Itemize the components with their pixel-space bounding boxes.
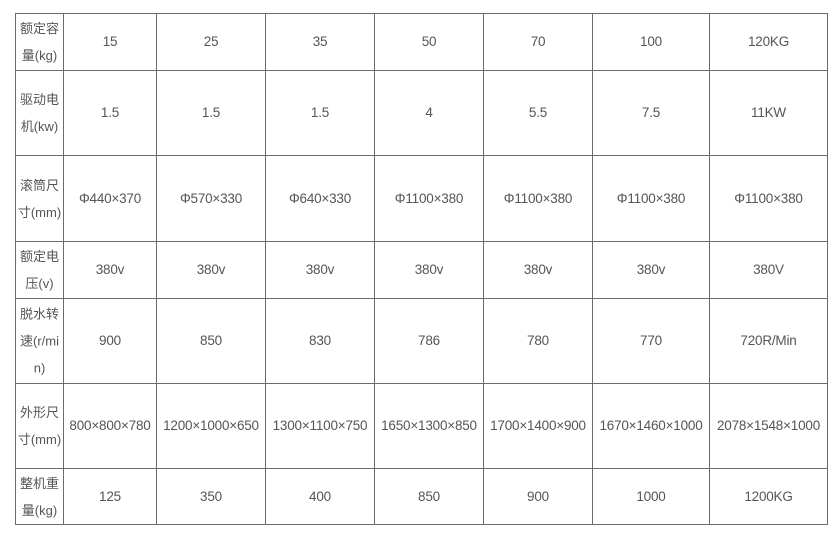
table-cell: 35 bbox=[265, 13, 375, 71]
table-cell: Φ1100×380 bbox=[483, 155, 593, 242]
table-cell: 380v bbox=[265, 241, 375, 299]
row-header-cell: 额定电压(v) bbox=[15, 241, 64, 299]
table-cell: 5.5 bbox=[483, 70, 593, 156]
table-cell: 1.5 bbox=[63, 70, 157, 156]
row-header-cell: 整机重量(kg) bbox=[15, 468, 64, 525]
table-row: 滚筒尺寸(mm) Φ440×370 Φ570×330 Φ640×330 Φ1100×38… bbox=[15, 155, 828, 242]
row-header: 额定电压(v) bbox=[19, 249, 59, 291]
table-row: 整机重量(kg) 125 350 400 850 900 1000 1200KG bbox=[15, 468, 828, 525]
table-cell: 380v bbox=[156, 241, 266, 299]
table-cell: 4 bbox=[374, 70, 484, 156]
spec-table: 额定容量(kg) 15 25 35 50 70 100 120KG 驱动电机(kw) 1.5 1.5… bbox=[15, 13, 828, 525]
table-row: 驱动电机(kw) 1.5 1.5 1.5 4 5.5 7.5 11KW bbox=[15, 70, 828, 156]
table-cell: 1650×1300×850 bbox=[374, 383, 484, 469]
table-cell: 770 bbox=[592, 298, 710, 384]
table-cell: 380v bbox=[483, 241, 593, 299]
table-cell: 850 bbox=[374, 468, 484, 525]
row-header-cell: 额定容量(kg) bbox=[15, 13, 64, 71]
table-cell: Φ1100×380 bbox=[592, 155, 710, 242]
table-cell: 1700×1400×900 bbox=[483, 383, 593, 469]
table-row: 外形尺寸(mm) 800×800×780 1200×1000×650 1300×110… bbox=[15, 383, 828, 469]
row-header-cell: 外形尺寸(mm) bbox=[15, 383, 64, 469]
table-cell: 11KW bbox=[709, 70, 828, 156]
table-cell: 1200KG bbox=[709, 468, 828, 525]
row-header: 驱动电机(kw) bbox=[19, 92, 59, 134]
table-cell: 70 bbox=[483, 13, 593, 71]
table-row: 脱水转速(r/min) 900 850 830 786 780 770 720R/Min bbox=[15, 298, 828, 384]
table-cell: 125 bbox=[63, 468, 157, 525]
row-header: 滚筒尺寸(mm) bbox=[17, 177, 62, 220]
table-cell: 120KG bbox=[709, 13, 828, 71]
table-cell: 50 bbox=[374, 13, 484, 71]
table-cell: 1670×1460×1000 bbox=[592, 383, 710, 469]
table-cell: 786 bbox=[374, 298, 484, 384]
table-row: 额定容量(kg) 15 25 35 50 70 100 120KG bbox=[15, 13, 828, 71]
table-cell: 850 bbox=[156, 298, 266, 384]
table-cell: 800×800×780 bbox=[63, 383, 157, 469]
table-row: 额定电压(v) 380v 380v 380v 380v 380v 380v 380V bbox=[15, 241, 828, 299]
row-header-cell: 滚筒尺寸(mm) bbox=[15, 155, 64, 242]
row-header-cell: 脱水转速(r/min) bbox=[15, 298, 64, 384]
table-cell: Φ440×370 bbox=[63, 155, 157, 242]
row-header: 额定容量(kg) bbox=[19, 21, 59, 63]
table-cell: 1.5 bbox=[265, 70, 375, 156]
table-cell: 720R/Min bbox=[709, 298, 828, 384]
table-cell: 400 bbox=[265, 468, 375, 525]
table-cell: 1.5 bbox=[156, 70, 266, 156]
table-cell: 380v bbox=[592, 241, 710, 299]
table-cell: 900 bbox=[63, 298, 157, 384]
table-cell: 1000 bbox=[592, 468, 710, 525]
table-cell: 1200×1000×650 bbox=[156, 383, 266, 469]
table-cell: 350 bbox=[156, 468, 266, 525]
table-cell: 25 bbox=[156, 13, 266, 71]
table-cell: 830 bbox=[265, 298, 375, 384]
table-cell: 380V bbox=[709, 241, 828, 299]
table-cell: Φ570×330 bbox=[156, 155, 266, 242]
table-cell: Φ1100×380 bbox=[709, 155, 828, 242]
row-header: 整机重量(kg) bbox=[19, 475, 59, 518]
row-header-cell: 驱动电机(kw) bbox=[15, 70, 64, 156]
table-cell: 100 bbox=[592, 13, 710, 71]
table-cell: 380v bbox=[63, 241, 157, 299]
table-cell: 1300×1100×750 bbox=[265, 383, 375, 469]
row-header: 外形尺寸(mm) bbox=[17, 405, 62, 447]
table-cell: 7.5 bbox=[592, 70, 710, 156]
table-cell: 380v bbox=[374, 241, 484, 299]
table-cell: 780 bbox=[483, 298, 593, 384]
table-cell: 2078×1548×1000 bbox=[709, 383, 828, 469]
row-header: 脱水转速(r/min) bbox=[19, 306, 59, 376]
table-cell: 15 bbox=[63, 13, 157, 71]
table-cell: 900 bbox=[483, 468, 593, 525]
table-cell: Φ1100×380 bbox=[374, 155, 484, 242]
table-cell: Φ640×330 bbox=[265, 155, 375, 242]
